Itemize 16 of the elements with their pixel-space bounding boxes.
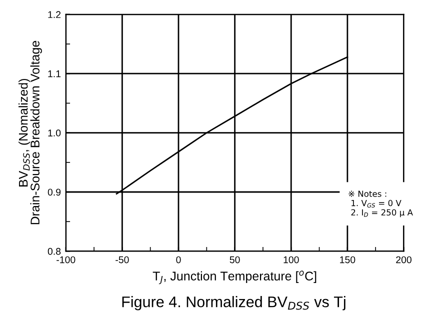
y-tick-label: 1.2 xyxy=(48,11,61,18)
x-tick-label: -100 xyxy=(56,256,76,264)
y-tick-label: 0.8 xyxy=(48,248,61,255)
text: ※ Notes : 1. V$_{GS}$ = 0 V 2. I$_{D}$ = 250 μ A xyxy=(348,190,413,218)
y-tick-label: 1.1 xyxy=(48,70,61,78)
x-tick-label: 150 xyxy=(340,256,356,264)
x-tick-label: 100 xyxy=(284,256,299,264)
y-tick-label: 0.9 xyxy=(48,188,61,196)
x-tick-label: 200 xyxy=(396,256,412,264)
y-axis-title: BV$_{DSS}$, (Nomalized) Drain-Source Breakdown Voltage xyxy=(18,40,42,224)
y-tick-label: 1.0 xyxy=(48,130,61,136)
x-tick-label: 50 xyxy=(230,256,240,264)
x-tick-label: 0 xyxy=(176,256,181,264)
caption: Figure 4. Normalized BV$_{DSS}$ vs Tj xyxy=(122,296,346,310)
x-tick-label: -50 xyxy=(116,256,129,264)
x-axis-title: T$_{J}$, Junction Temperature [$^{o}$C] xyxy=(152,270,316,284)
